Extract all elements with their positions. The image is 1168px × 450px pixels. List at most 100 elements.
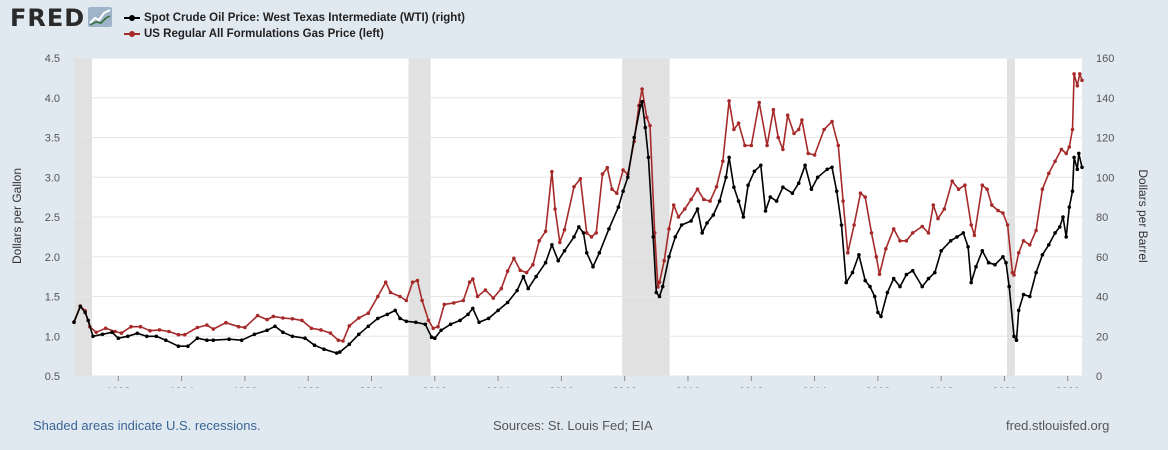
data-point-gas bbox=[271, 314, 276, 319]
data-point-gas bbox=[671, 203, 676, 207]
data-point-gas bbox=[727, 99, 731, 103]
data-point-gas bbox=[615, 191, 619, 195]
data-point-gas bbox=[281, 316, 285, 320]
data-point-gas bbox=[1053, 159, 1057, 164]
data-point-wti bbox=[1064, 235, 1068, 239]
data-point-gas bbox=[869, 231, 874, 235]
data-point-gas bbox=[383, 280, 388, 284]
data-point-wti bbox=[803, 163, 807, 168]
data-point-wti bbox=[1047, 243, 1051, 247]
data-point-gas bbox=[300, 318, 304, 323]
data-point-gas bbox=[524, 270, 529, 275]
data-point-gas bbox=[931, 203, 936, 207]
data-point-gas bbox=[963, 183, 967, 187]
data-point-wti bbox=[86, 318, 90, 323]
data-point-wti bbox=[980, 249, 985, 253]
line-graph-icon bbox=[88, 6, 113, 32]
data-point-gas bbox=[708, 199, 712, 203]
legend-item-gas[interactable]: US Regular All Formulations Gas Price (l… bbox=[124, 26, 465, 42]
data-point-wti bbox=[385, 312, 390, 317]
left-tick-label: 1.0 bbox=[45, 331, 60, 343]
data-point-wti bbox=[626, 175, 630, 180]
data-point-wti bbox=[732, 185, 736, 189]
data-point-gas bbox=[224, 320, 228, 325]
data-point-wti bbox=[1058, 225, 1062, 229]
data-point-gas bbox=[695, 187, 700, 191]
data-point-wti bbox=[116, 336, 121, 341]
data-point-gas bbox=[936, 216, 940, 221]
data-point-wti bbox=[898, 284, 902, 289]
data-point-wti bbox=[955, 235, 959, 239]
data-point-wti bbox=[376, 316, 380, 321]
data-point-gas bbox=[404, 298, 409, 303]
data-point-wti bbox=[398, 316, 402, 321]
data-point-wti bbox=[458, 318, 462, 323]
data-point-wti bbox=[477, 320, 481, 325]
data-point-wti bbox=[195, 336, 200, 341]
data-point-wti bbox=[227, 337, 231, 342]
data-point-gas bbox=[1080, 78, 1084, 83]
data-point-gas bbox=[648, 123, 652, 128]
data-point-gas bbox=[255, 313, 260, 318]
data-point-wti bbox=[986, 260, 991, 265]
data-point-wti bbox=[741, 215, 746, 219]
data-point-wti bbox=[752, 169, 757, 174]
data-point-gas bbox=[426, 318, 431, 323]
data-point-wti bbox=[1053, 231, 1057, 235]
data-point-wti bbox=[1021, 292, 1026, 297]
x-tick-label: 2004 bbox=[486, 386, 510, 388]
data-point-gas bbox=[499, 286, 504, 291]
data-point-gas bbox=[357, 316, 361, 320]
data-point-wti bbox=[78, 304, 83, 309]
left-tick-label: 1.5 bbox=[45, 292, 60, 304]
data-point-gas bbox=[640, 87, 644, 91]
right-tick-label: 20 bbox=[1096, 331, 1108, 343]
data-point-gas bbox=[792, 131, 796, 136]
right-tick-label: 100 bbox=[1096, 172, 1114, 184]
data-point-gas bbox=[467, 280, 472, 284]
data-point-wti bbox=[969, 280, 973, 285]
data-point-gas bbox=[1075, 84, 1080, 88]
data-point-gas bbox=[610, 187, 614, 191]
chart-legend: Spot Crude Oil Price: West Texas Interme… bbox=[124, 10, 465, 42]
data-point-wti bbox=[834, 189, 839, 193]
left-tick-label: 0.5 bbox=[45, 371, 60, 383]
gridlines bbox=[74, 57, 1082, 377]
data-point-wti bbox=[876, 310, 880, 315]
data-point-wti bbox=[616, 205, 621, 209]
data-point-wti bbox=[961, 231, 966, 235]
right-tick-label: 160 bbox=[1096, 53, 1114, 65]
data-point-gas bbox=[558, 240, 562, 245]
data-point-wti bbox=[466, 312, 470, 317]
data-point-gas bbox=[1047, 171, 1051, 176]
fred-logo[interactable]: FRED bbox=[10, 4, 113, 32]
data-point-wti bbox=[423, 322, 428, 327]
data-point-gas bbox=[113, 329, 117, 334]
data-point-gas bbox=[841, 199, 845, 203]
data-point-gas bbox=[980, 183, 985, 187]
data-point-wti bbox=[796, 181, 801, 185]
data-point-gas bbox=[431, 326, 436, 331]
data-point-gas bbox=[512, 256, 516, 261]
data-point-gas bbox=[589, 235, 594, 239]
data-point-gas bbox=[757, 100, 761, 105]
data-point-wti bbox=[904, 272, 909, 277]
data-point-gas bbox=[578, 177, 583, 181]
site-link[interactable]: fred.stlouisfed.org bbox=[1006, 418, 1110, 433]
data-point-wti bbox=[830, 165, 834, 170]
data-point-wti bbox=[154, 334, 159, 339]
data-point-gas bbox=[904, 239, 909, 243]
data-point-gas bbox=[550, 169, 554, 174]
data-point-wti bbox=[366, 324, 371, 329]
data-point-wti bbox=[404, 319, 409, 324]
header: FRED Spot Crude Oil Price: West Texas In… bbox=[0, 0, 1168, 48]
data-point-wti bbox=[910, 268, 915, 273]
data-point-gas bbox=[1001, 211, 1005, 215]
data-point-wti bbox=[926, 276, 931, 281]
data-point-gas bbox=[483, 288, 488, 292]
data-point-gas bbox=[830, 119, 834, 124]
data-point-wti bbox=[774, 199, 779, 203]
legend-item-wti[interactable]: Spot Crude Oil Price: West Texas Interme… bbox=[124, 10, 465, 26]
data-point-wti bbox=[689, 219, 693, 223]
data-point-wti bbox=[646, 155, 651, 160]
